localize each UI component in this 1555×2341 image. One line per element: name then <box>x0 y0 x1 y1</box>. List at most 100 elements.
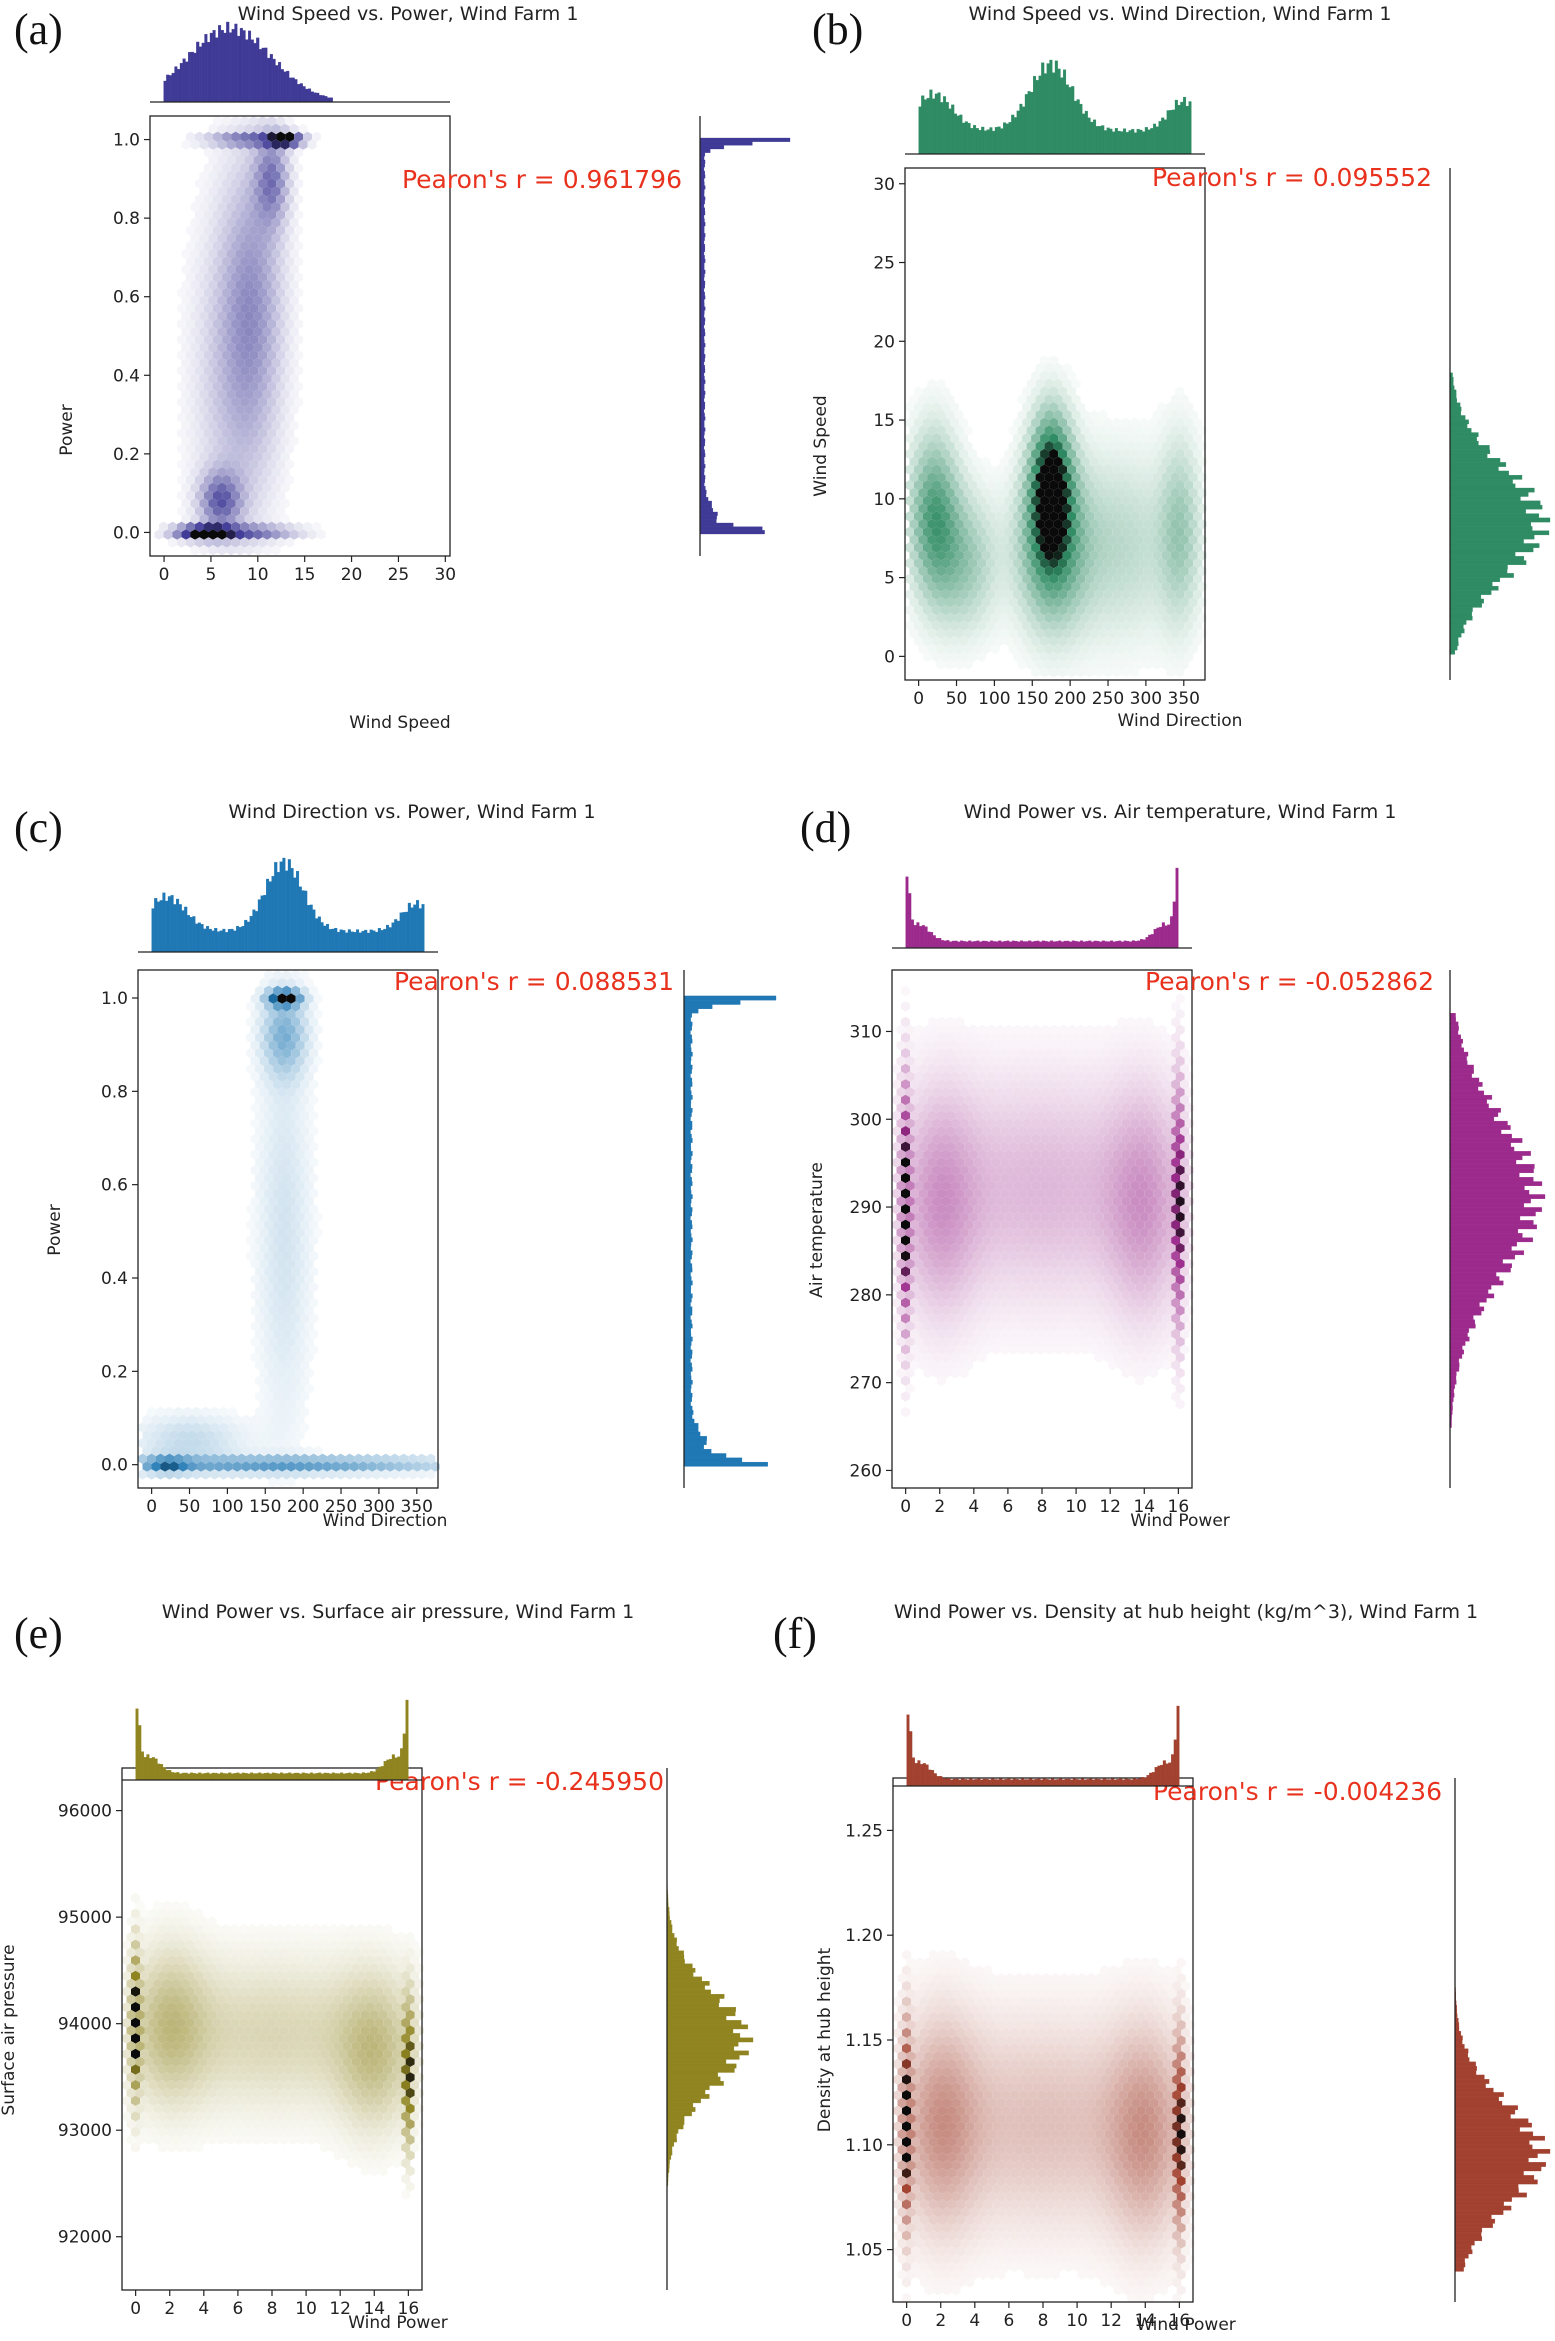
y-marginal-bar <box>683 1125 693 1130</box>
hexbin-cell <box>190 529 200 540</box>
hexbin-cell <box>195 521 204 532</box>
hexbin-cell <box>244 482 254 493</box>
hexbin-cell <box>222 240 232 252</box>
hexbin-cell <box>280 451 290 462</box>
hexbin-cell <box>262 123 272 135</box>
hexbin-cell <box>289 233 299 244</box>
x-marginal-bar <box>1071 940 1075 949</box>
x-marginal-bar <box>908 893 912 949</box>
hexbin-cell <box>1170 503 1180 514</box>
hexbin-cell <box>213 256 223 267</box>
hexbin-cell <box>226 357 236 369</box>
hexbin-cell <box>208 279 218 291</box>
hexbin-cell <box>1031 464 1041 475</box>
y-marginal-bar <box>699 376 705 381</box>
x-marginal-bar <box>212 30 216 103</box>
y-marginal-bar <box>1449 1280 1504 1286</box>
hexbin-cell <box>280 467 290 478</box>
hexbin-cell <box>276 490 286 501</box>
hexbin-cell <box>905 433 914 444</box>
x-marginal-bar <box>956 115 960 155</box>
hexbin-cell <box>1107 472 1117 483</box>
hexbin-cell <box>271 513 281 525</box>
hexbin-cell <box>199 248 209 259</box>
y-marginal-bar <box>683 1297 692 1303</box>
x-marginal-bar <box>951 940 955 949</box>
hexbin-cell <box>271 420 281 431</box>
hexbin-cell <box>249 490 259 501</box>
y-axis-label: Power <box>45 1204 65 1255</box>
hexbin-cell <box>262 264 272 275</box>
x-marginal-bar <box>248 30 252 103</box>
x-marginal-bar <box>263 894 267 953</box>
hexbin-cell <box>1103 417 1113 428</box>
hexbin-cell <box>1170 441 1180 452</box>
hexbin-cell <box>1143 441 1153 452</box>
hexbin-cell <box>963 472 973 483</box>
hexbin-cell <box>208 186 218 197</box>
y-marginal-bar <box>683 1177 692 1182</box>
hexbin-cell <box>190 264 200 275</box>
hexbin-cell <box>199 311 209 322</box>
x-marginal-bar <box>185 61 189 103</box>
hexbin-cell <box>280 186 290 197</box>
hexbin-cell <box>181 467 191 478</box>
hexbin-cell <box>249 428 259 439</box>
hexbin-cell <box>190 233 200 244</box>
y-marginal-bar <box>699 365 705 370</box>
hexbin-cell <box>959 433 968 444</box>
x-marginal-bar <box>1030 941 1034 949</box>
hexbin-cell <box>186 303 195 314</box>
hexbin-cell <box>222 256 232 267</box>
hexbin-cell <box>222 474 232 486</box>
hexbin-cell <box>199 389 209 400</box>
y-marginal-bar <box>699 258 706 263</box>
hexbin-cell <box>280 326 290 337</box>
hexbin-cell <box>235 311 245 322</box>
hexbin-cell <box>195 350 204 361</box>
hexbin-cell <box>298 529 308 540</box>
hexbin-cell <box>909 409 919 421</box>
hexbin-cell <box>1067 495 1077 506</box>
x-marginal-bar <box>255 911 259 953</box>
hexbin-cell <box>199 545 209 556</box>
hexbin-cell <box>303 131 313 142</box>
x-marginal-bar <box>1161 117 1165 155</box>
x-marginal-bar <box>334 927 338 953</box>
x-marginal-bar <box>932 935 936 949</box>
hexbin-cell <box>1049 370 1059 382</box>
y-marginal-bar <box>683 1323 693 1329</box>
hexbin-cell <box>253 545 263 556</box>
hexbin-cell <box>1062 503 1072 514</box>
hexbin-cell <box>231 147 241 158</box>
x-marginal-bar <box>189 917 193 953</box>
hexbin-cell <box>222 459 232 470</box>
hexbin-cell <box>1026 487 1036 499</box>
x-marginal-bar <box>190 51 194 103</box>
x-marginal-bar <box>306 905 310 953</box>
hexbin-cell <box>289 170 299 181</box>
y-marginal-bar <box>1449 568 1508 574</box>
y-marginal-bar <box>1449 1017 1456 1022</box>
hexbin-cell <box>990 472 1000 483</box>
y-marginal-bar <box>1449 1120 1508 1126</box>
hexbin-cell <box>909 472 919 483</box>
hexbin-cell <box>1116 487 1126 499</box>
hexbin-cell <box>289 139 299 150</box>
hexbin-cell <box>208 435 218 447</box>
panel-label: (d) <box>800 803 851 852</box>
y-tick-label: 280 <box>850 1286 882 1306</box>
y-marginal-bar <box>683 1306 693 1312</box>
hexbin-cell <box>226 264 236 275</box>
hexbin-cell <box>276 147 286 158</box>
hexbin-cell <box>914 402 923 413</box>
hexbin-cell <box>235 545 245 556</box>
y-marginal-bar <box>1449 440 1479 446</box>
x-marginal-bar <box>410 907 414 953</box>
y-marginal-bar <box>1449 1142 1511 1148</box>
hexbin-cell <box>945 394 955 405</box>
x-marginal-bar <box>264 47 268 103</box>
hexbin-cell <box>1040 480 1050 491</box>
x-marginal-bar <box>258 49 262 103</box>
hexbin-cell <box>226 373 236 384</box>
